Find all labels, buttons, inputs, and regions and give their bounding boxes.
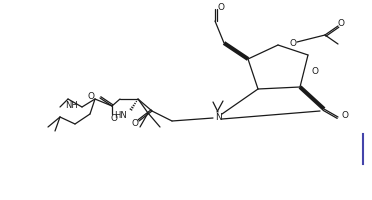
Text: NH: NH <box>65 101 78 110</box>
Text: HN: HN <box>114 111 127 120</box>
Text: N: N <box>215 113 221 122</box>
Text: O: O <box>311 67 318 76</box>
Text: O: O <box>131 119 138 128</box>
Text: O: O <box>218 2 225 11</box>
Text: O: O <box>342 111 349 120</box>
Text: O: O <box>88 92 95 101</box>
Text: O: O <box>289 38 296 47</box>
Text: O: O <box>110 114 118 123</box>
Text: O: O <box>337 19 344 28</box>
